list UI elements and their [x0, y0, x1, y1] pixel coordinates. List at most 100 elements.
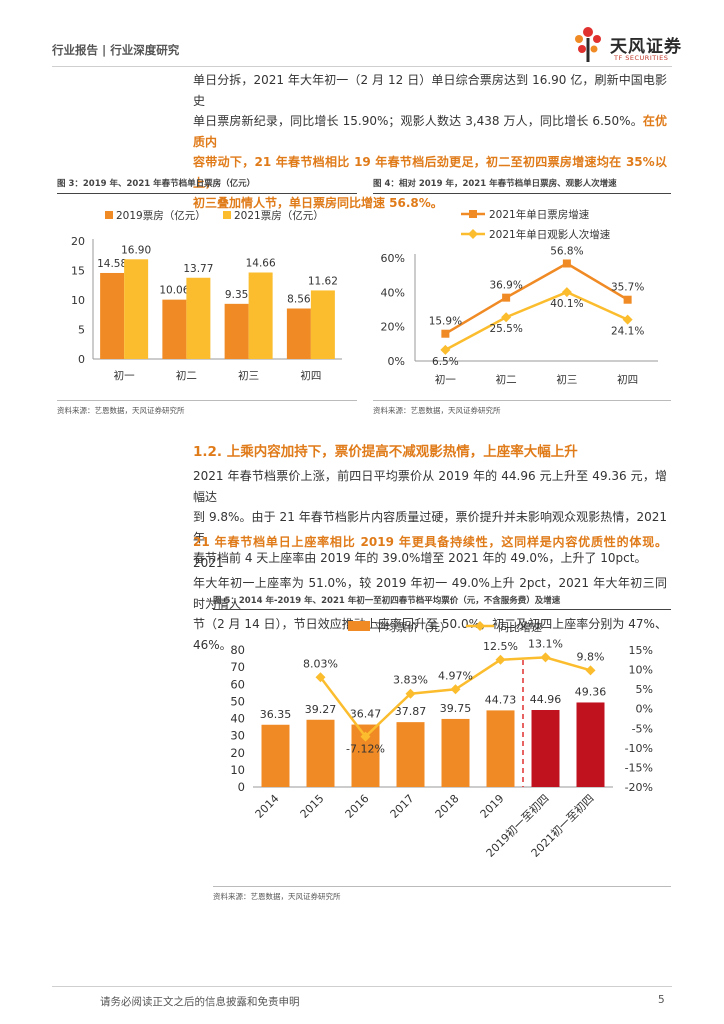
y2-tick-label: 0% [636, 703, 653, 716]
growth-label: 8.03% [303, 657, 338, 670]
bar [486, 710, 515, 787]
data-point [623, 295, 632, 304]
legend-label: 2021票房（亿元） [234, 209, 324, 222]
data-label: 25.5% [489, 323, 522, 335]
bar-value-label: 9.35 [225, 289, 248, 301]
occupancy-line-1-tail: 2021 [193, 555, 224, 570]
x-tick-label: 初四 [300, 369, 321, 382]
series-line [444, 262, 629, 335]
bar-value-label: 16.90 [121, 244, 151, 256]
bar [441, 718, 470, 787]
occupancy-line-2: 年大年初一上座率为 51.0%，较 2019 年初一 49.0%上升 2pct，… [193, 576, 667, 611]
fig5-top-rule [213, 609, 671, 610]
bar-value-label: 39.27 [305, 703, 337, 716]
fig3-title: 图 3：2019 年、2021 年春节档单日票房（亿元） [57, 179, 256, 189]
bar [576, 702, 605, 787]
y-tick-label: 15 [71, 265, 85, 278]
y2-tick-label: 5% [636, 683, 653, 696]
data-point [562, 259, 571, 268]
price-paragraph: 2021 年春节档票价上涨，前四日平均票价从 2019 年的 44.96 元上升… [193, 466, 667, 569]
fig3-bottom-rule [57, 400, 357, 401]
data-point [441, 329, 450, 338]
legend-label: 2021年单日票房增速 [489, 208, 590, 221]
growth-label: 13.1% [528, 637, 563, 650]
growth-point [540, 652, 551, 663]
data-label: 56.8% [550, 245, 583, 257]
legend-label: 2021年单日观影人次增速 [489, 228, 611, 241]
data-label: 40.1% [550, 298, 583, 310]
data-point [622, 314, 633, 325]
growth-point [450, 684, 461, 695]
legend-marker [475, 621, 485, 631]
legend-label: 平均票价（元） [374, 621, 451, 634]
bar-value-label: 44.73 [485, 693, 517, 706]
y-tick-label: 10 [230, 763, 245, 777]
report-category: 行业报告 | 行业深度研究 [52, 43, 180, 57]
growth-point [360, 731, 371, 742]
y-tick-label: 20 [230, 746, 245, 760]
data-point [561, 287, 572, 298]
fig3-source: 资料来源：艺恩数据，天风证券研究所 [57, 406, 185, 415]
fig4-source: 资料来源：艺恩数据，天风证券研究所 [373, 406, 501, 415]
fig3-chart: 2019票房（亿元） 2021票房（亿元） 0 5 10 15 20 14.58 16.90 初… [71, 209, 342, 382]
legend-swatch [348, 621, 370, 631]
data-label: 36.9% [489, 280, 522, 292]
fig5-bottom-rule [213, 886, 671, 887]
logo-flower-icon [575, 27, 601, 62]
section-heading: 1.2. 上乘内容加持下，票价提高不减观影热情，上座率大幅上升 [193, 444, 578, 460]
data-label: 35.7% [611, 282, 644, 294]
bar [100, 272, 125, 359]
y2-tick-label: 15% [629, 644, 653, 657]
y-tick-label: 5 [78, 324, 85, 337]
fig3-top-rule [57, 193, 357, 194]
y2-tick-label: -10% [625, 742, 653, 755]
legend-swatch [223, 211, 231, 219]
fig4-title: 图 4：相对 2019 年，2021 年春节档单日票房、观影人次增速 [373, 179, 617, 189]
growth-point [495, 654, 506, 665]
bar-value-label: 44.96 [530, 693, 562, 706]
x-tick-label: 2016 [343, 792, 372, 821]
x-tick-label: 2019 [478, 792, 507, 821]
fig5-source: 资料来源：艺恩数据，天风证券研究所 [213, 892, 341, 901]
occupancy-line-3: 节（2 月 14 日），节日效应推动上座率回升至 50.0%，初二及初四上座率分… [193, 617, 667, 652]
x-tick-label: 2014 [253, 792, 282, 821]
bar-value-label: 39.75 [440, 702, 472, 715]
y-tick-label: 40% [381, 286, 405, 299]
intro-line-1: 单日分拆，2021 年大年初一（2 月 12 日）单日综合票房达到 16.90 … [193, 73, 667, 108]
logo-name: 天风证券 [610, 37, 682, 57]
data-point [501, 312, 512, 323]
occupancy-paragraph: 21 年春节档单日上座率相比 2019 年更具备持续性，这同样是内容优质性的体现… [193, 532, 667, 655]
legend-marker [468, 229, 478, 239]
data-label: 6.5% [432, 356, 459, 368]
x-tick-label: 初二 [176, 369, 197, 382]
bar-value-label: 36.47 [350, 708, 382, 721]
y-tick-label: 50 [230, 694, 245, 708]
header-divider [52, 66, 672, 67]
y-tick-label: 0% [388, 355, 405, 368]
bar-value-label: 8.56 [287, 293, 311, 305]
y-tick-label: 10 [71, 294, 85, 307]
bar-value-label: 36.35 [260, 708, 292, 721]
x-tick-label: 初三 [556, 373, 577, 386]
bar-value-label: 14.58 [97, 258, 127, 270]
series-line [444, 290, 629, 351]
data-label: 24.1% [611, 326, 644, 338]
fig4-top-rule [373, 193, 671, 194]
bar [396, 722, 425, 787]
data-point [502, 293, 511, 302]
bar-value-label: 37.87 [395, 705, 427, 718]
growth-label: 12.5% [483, 640, 518, 653]
y2-tick-label: 10% [629, 664, 653, 677]
footer-disclaimer[interactable]: 请务必阅读正文之后的信息披露和免责申明 [100, 996, 300, 1008]
price-line-2: 到 9.8%。由于 21 年春节档影片内容质量过硬，票价提升并未影响观众观影热情… [193, 510, 667, 545]
x-tick-label: 初一 [114, 369, 135, 382]
fig4-chart: 2021年单日票房增速 2021年单日观影人次增速 0% 20% 40% 60% 初一 初二… [381, 208, 658, 386]
y-tick-label: 40 [230, 712, 245, 726]
x-tick-label: 2017 [388, 792, 417, 821]
y2-tick-label: -15% [625, 761, 653, 774]
occupancy-line-1-bold: 21 年春节档单日上座率相比 2019 年更具备持续性，这同样是内容优质性的体现… [193, 535, 667, 549]
price-line-3: 春节档前 4 天上座率由 2019 年的 39.0%增至 2021 年的 49.… [193, 551, 647, 565]
x-tick-label: 初一 [435, 373, 456, 386]
bar [124, 259, 149, 359]
intro-line-4-bold: 初三叠加情人节，单日票房同比增速 56.8%。 [193, 196, 443, 210]
